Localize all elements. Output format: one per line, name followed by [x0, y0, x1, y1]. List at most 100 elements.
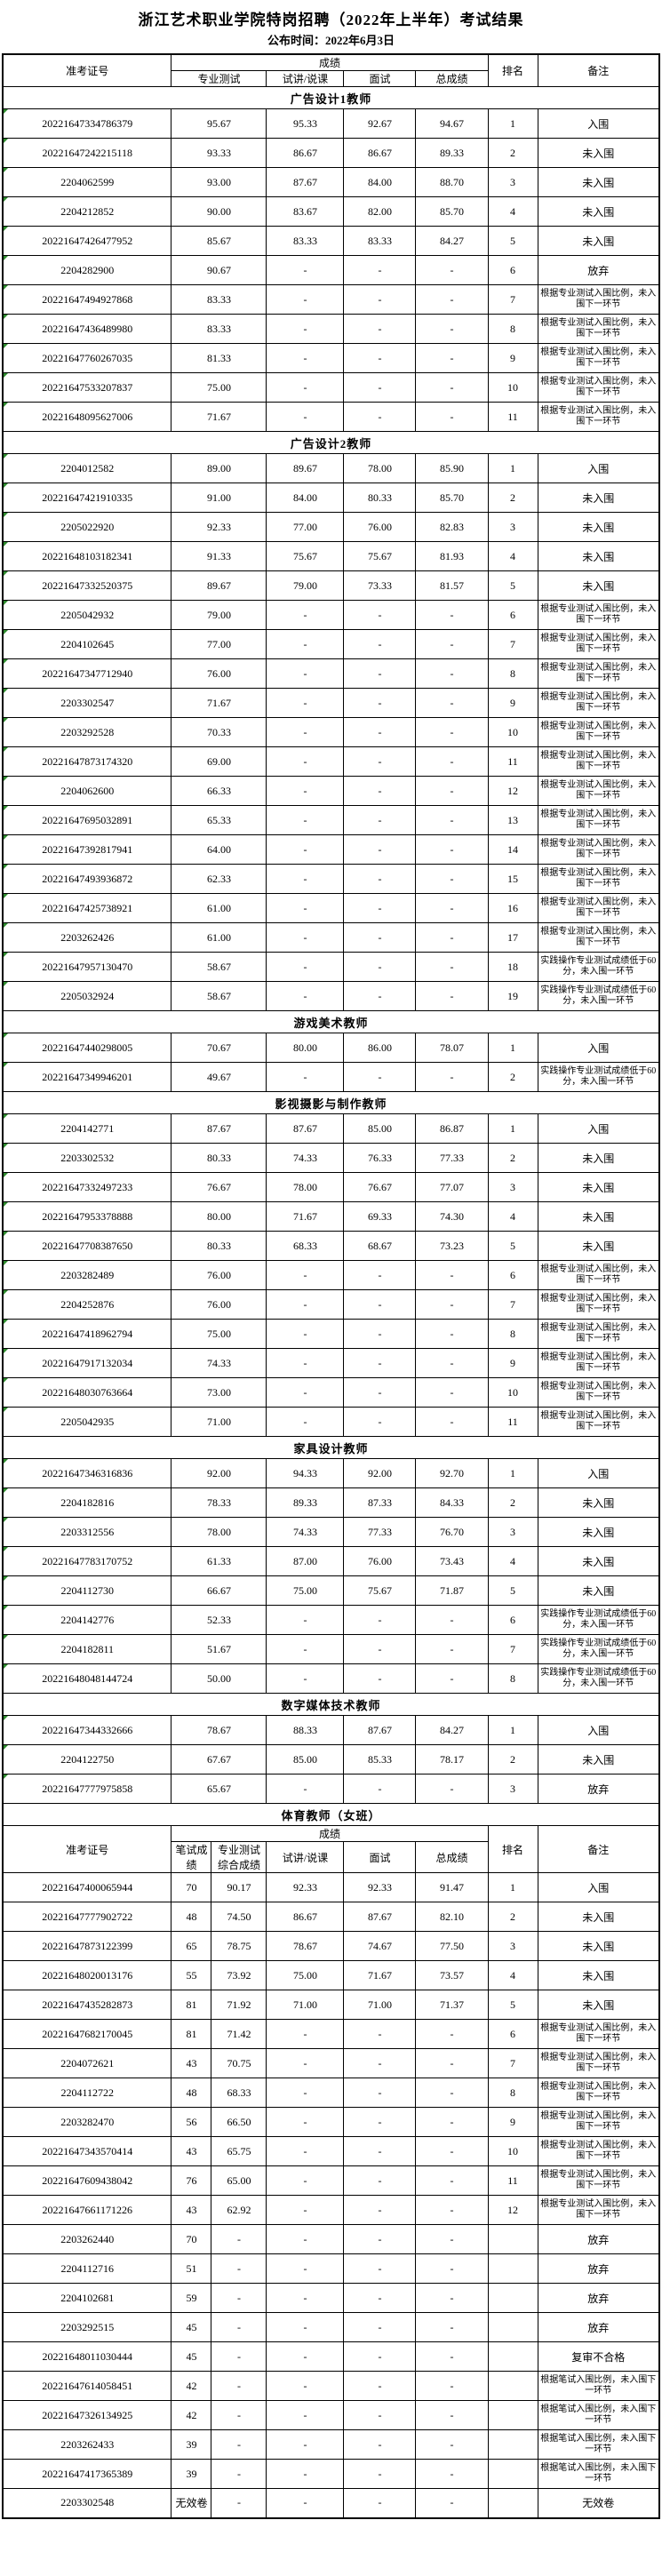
score-cell-1: 79.00 [266, 570, 345, 601]
score-cell-2: 76.33 [343, 1143, 417, 1173]
remark-cell: 根据笔试入围比例，未入围下一环节 [537, 2371, 660, 2401]
score-cell-2: 76.00 [343, 512, 417, 542]
score-cell-3: - [415, 864, 489, 894]
rank-cell: 1 [487, 1033, 538, 1063]
admission-number-cell: 20221648103182341 [2, 541, 172, 571]
admission-number-cell: 2204102645 [2, 629, 172, 659]
score-cell-1: 75.67 [266, 541, 345, 571]
score-cell-3: - [415, 688, 489, 718]
score-cell-2: - [266, 2107, 345, 2137]
results-table: 准考证号 成绩 排名 备注 专业测试 试讲/说课 面试 总成绩 广告设计1教师 202216473… [1, 53, 661, 2519]
score-cell-1: 70.75 [211, 2048, 267, 2078]
result-row: 20221647783170752 61.33 87.00 76.00 73.43 4 未入… [2, 1546, 660, 1576]
rank-cell: 11 [487, 1407, 538, 1437]
result-row: 20221647533207837 75.00- - -10 根据专业测试入围比例，未入… [2, 372, 660, 403]
result-row: 2204112716 51- - - - 放弃 [2, 2253, 660, 2284]
score-cell-4: - [415, 2283, 489, 2313]
score-cell-1: - [266, 893, 345, 923]
score-cell-1: 77.00 [266, 512, 345, 542]
admission-number-cell: 20221647614058451 [2, 2371, 172, 2401]
score-cell-2: 92.67 [343, 108, 417, 139]
score-cell-3: - [415, 629, 489, 659]
remark-cell: 未入围 [537, 1744, 660, 1774]
score-cell-3: - [415, 893, 489, 923]
result-row: 20221647957130470 58.67- - -18 实践操作专业测试成绩低于6… [2, 952, 660, 982]
score-cell-0: 65 [171, 1931, 212, 1961]
result-row: 2204252876 76.00- - -7 根据专业测试入围比例，未入围下一环节 [2, 1289, 660, 1320]
col-header-rank: 排名 [487, 53, 538, 87]
score-cell-0: 81 [171, 1990, 212, 2020]
rank-cell: 10 [487, 717, 538, 747]
result-row: 2203292528 70.33- - -10 根据专业测试入围比例，未入围下一环节 [2, 717, 660, 747]
remark-cell: 未入围 [537, 167, 660, 197]
score-cell-3: - [343, 2371, 417, 2401]
score-cell-2: - [266, 2371, 345, 2401]
score-cell-2: 86.00 [343, 1033, 417, 1063]
score-cell-2: 87.67 [343, 1715, 417, 1745]
admission-number-cell: 20221647349946201 [2, 1062, 172, 1092]
score-cell-3: 84.27 [415, 1715, 489, 1745]
score-cell-1: 95.33 [266, 108, 345, 139]
score-cell-0: 76.67 [171, 1172, 267, 1202]
remark-cell: 未入围 [537, 570, 660, 601]
admission-number-cell: 20221647426477952 [2, 226, 172, 256]
rank-cell: 1 [487, 1458, 538, 1488]
score-cell-3: - [415, 805, 489, 835]
score-cell-0: 39 [171, 2459, 212, 2489]
admission-number-cell: 2203292528 [2, 717, 172, 747]
score-cell-2: - [343, 402, 417, 432]
score-cell-0: 93.33 [171, 138, 267, 168]
score-cell-2: - [343, 658, 417, 689]
admission-number-cell: 20221648095627006 [2, 402, 172, 432]
result-row: 2204142776 52.33- - -6 实践操作专业测试成绩低于60分，未入围一环… [2, 1605, 660, 1635]
result-row: 20221647400065944 70 90.17 92.33 92.33 91.47 1… [2, 1872, 660, 1902]
score-cell-2: - [343, 372, 417, 403]
exam-results-document: 浙江艺术职业学院特岗招聘（2022年上半年）考试结果 公布时间：2022年6月3… [0, 7, 662, 2519]
rank-cell: 7 [487, 629, 538, 659]
score-cell-0: 80.33 [171, 1143, 267, 1173]
rank-cell: 14 [487, 834, 538, 865]
remark-cell: 未入围 [537, 512, 660, 542]
score-cell-0: 65.33 [171, 805, 267, 835]
score-cell-0: 61.33 [171, 1546, 267, 1576]
admission-number-cell: 20221647494927868 [2, 284, 172, 315]
score-cell-3: - [343, 2283, 417, 2313]
rank-cell: 8 [487, 1663, 538, 1694]
score-cell-1: 87.67 [266, 1113, 345, 1144]
rank-cell: 17 [487, 922, 538, 953]
score-cell-0: 55 [171, 1960, 212, 1990]
score-cell-2: 92.33 [266, 1872, 345, 1902]
result-row: 20221647493936872 62.33- - -15 根据专业测试入围比例，未入… [2, 864, 660, 894]
score-cell-1: - [266, 952, 345, 982]
result-row: 20221647334786379 95.67 95.33 92.67 94.67 1 入围 [2, 108, 660, 139]
rank-cell: 11 [487, 2165, 538, 2196]
admission-number-cell: 20221647682170045 [2, 2019, 172, 2049]
score-cell-1: - [266, 922, 345, 953]
score-cell-3: 78.07 [415, 1033, 489, 1063]
result-row: 20221647426477952 85.67 83.33 83.33 84.27 5 未入… [2, 226, 660, 256]
score-cell-0: 71.67 [171, 402, 267, 432]
score-cell-2: - [343, 1663, 417, 1694]
result-row: 2204182811 51.67- - -7 实践操作专业测试成绩低于60分，未入围一环… [2, 1634, 660, 1664]
section-title-row: 广告设计1教师 [2, 86, 660, 109]
remark-cell: 根据专业测试入围比例，未入围下一环节 [537, 1348, 660, 1378]
remark-cell: 根据专业测试入围比例，未入围下一环节 [537, 834, 660, 865]
score-cell-3: - [415, 658, 489, 689]
col-header-id: 准考证号 [2, 1825, 172, 1873]
score-cell-4: - [415, 2048, 489, 2078]
score-cell-0: 51 [171, 2253, 212, 2284]
remark-cell: 根据专业测试入围比例，未入围下一环节 [537, 922, 660, 953]
score-cell-2: 82.00 [343, 196, 417, 227]
rank-cell: 1 [487, 453, 538, 483]
remark-cell: 未入围 [537, 483, 660, 513]
result-row: 2205022920 92.33 77.00 76.00 82.83 3 未入围 [2, 512, 660, 542]
score-cell-1: - [266, 805, 345, 835]
admission-number-cell: 20221647242215118 [2, 138, 172, 168]
admission-number-cell: 20221647334786379 [2, 108, 172, 139]
rank-cell [487, 2488, 538, 2518]
score-cell-3: 92.70 [415, 1458, 489, 1488]
score-cell-2: - [266, 2019, 345, 2049]
score-cell-0: 43 [171, 2136, 212, 2166]
score-cell-3: 84.33 [415, 1487, 489, 1518]
score-cell-0: 66.67 [171, 1575, 267, 1606]
